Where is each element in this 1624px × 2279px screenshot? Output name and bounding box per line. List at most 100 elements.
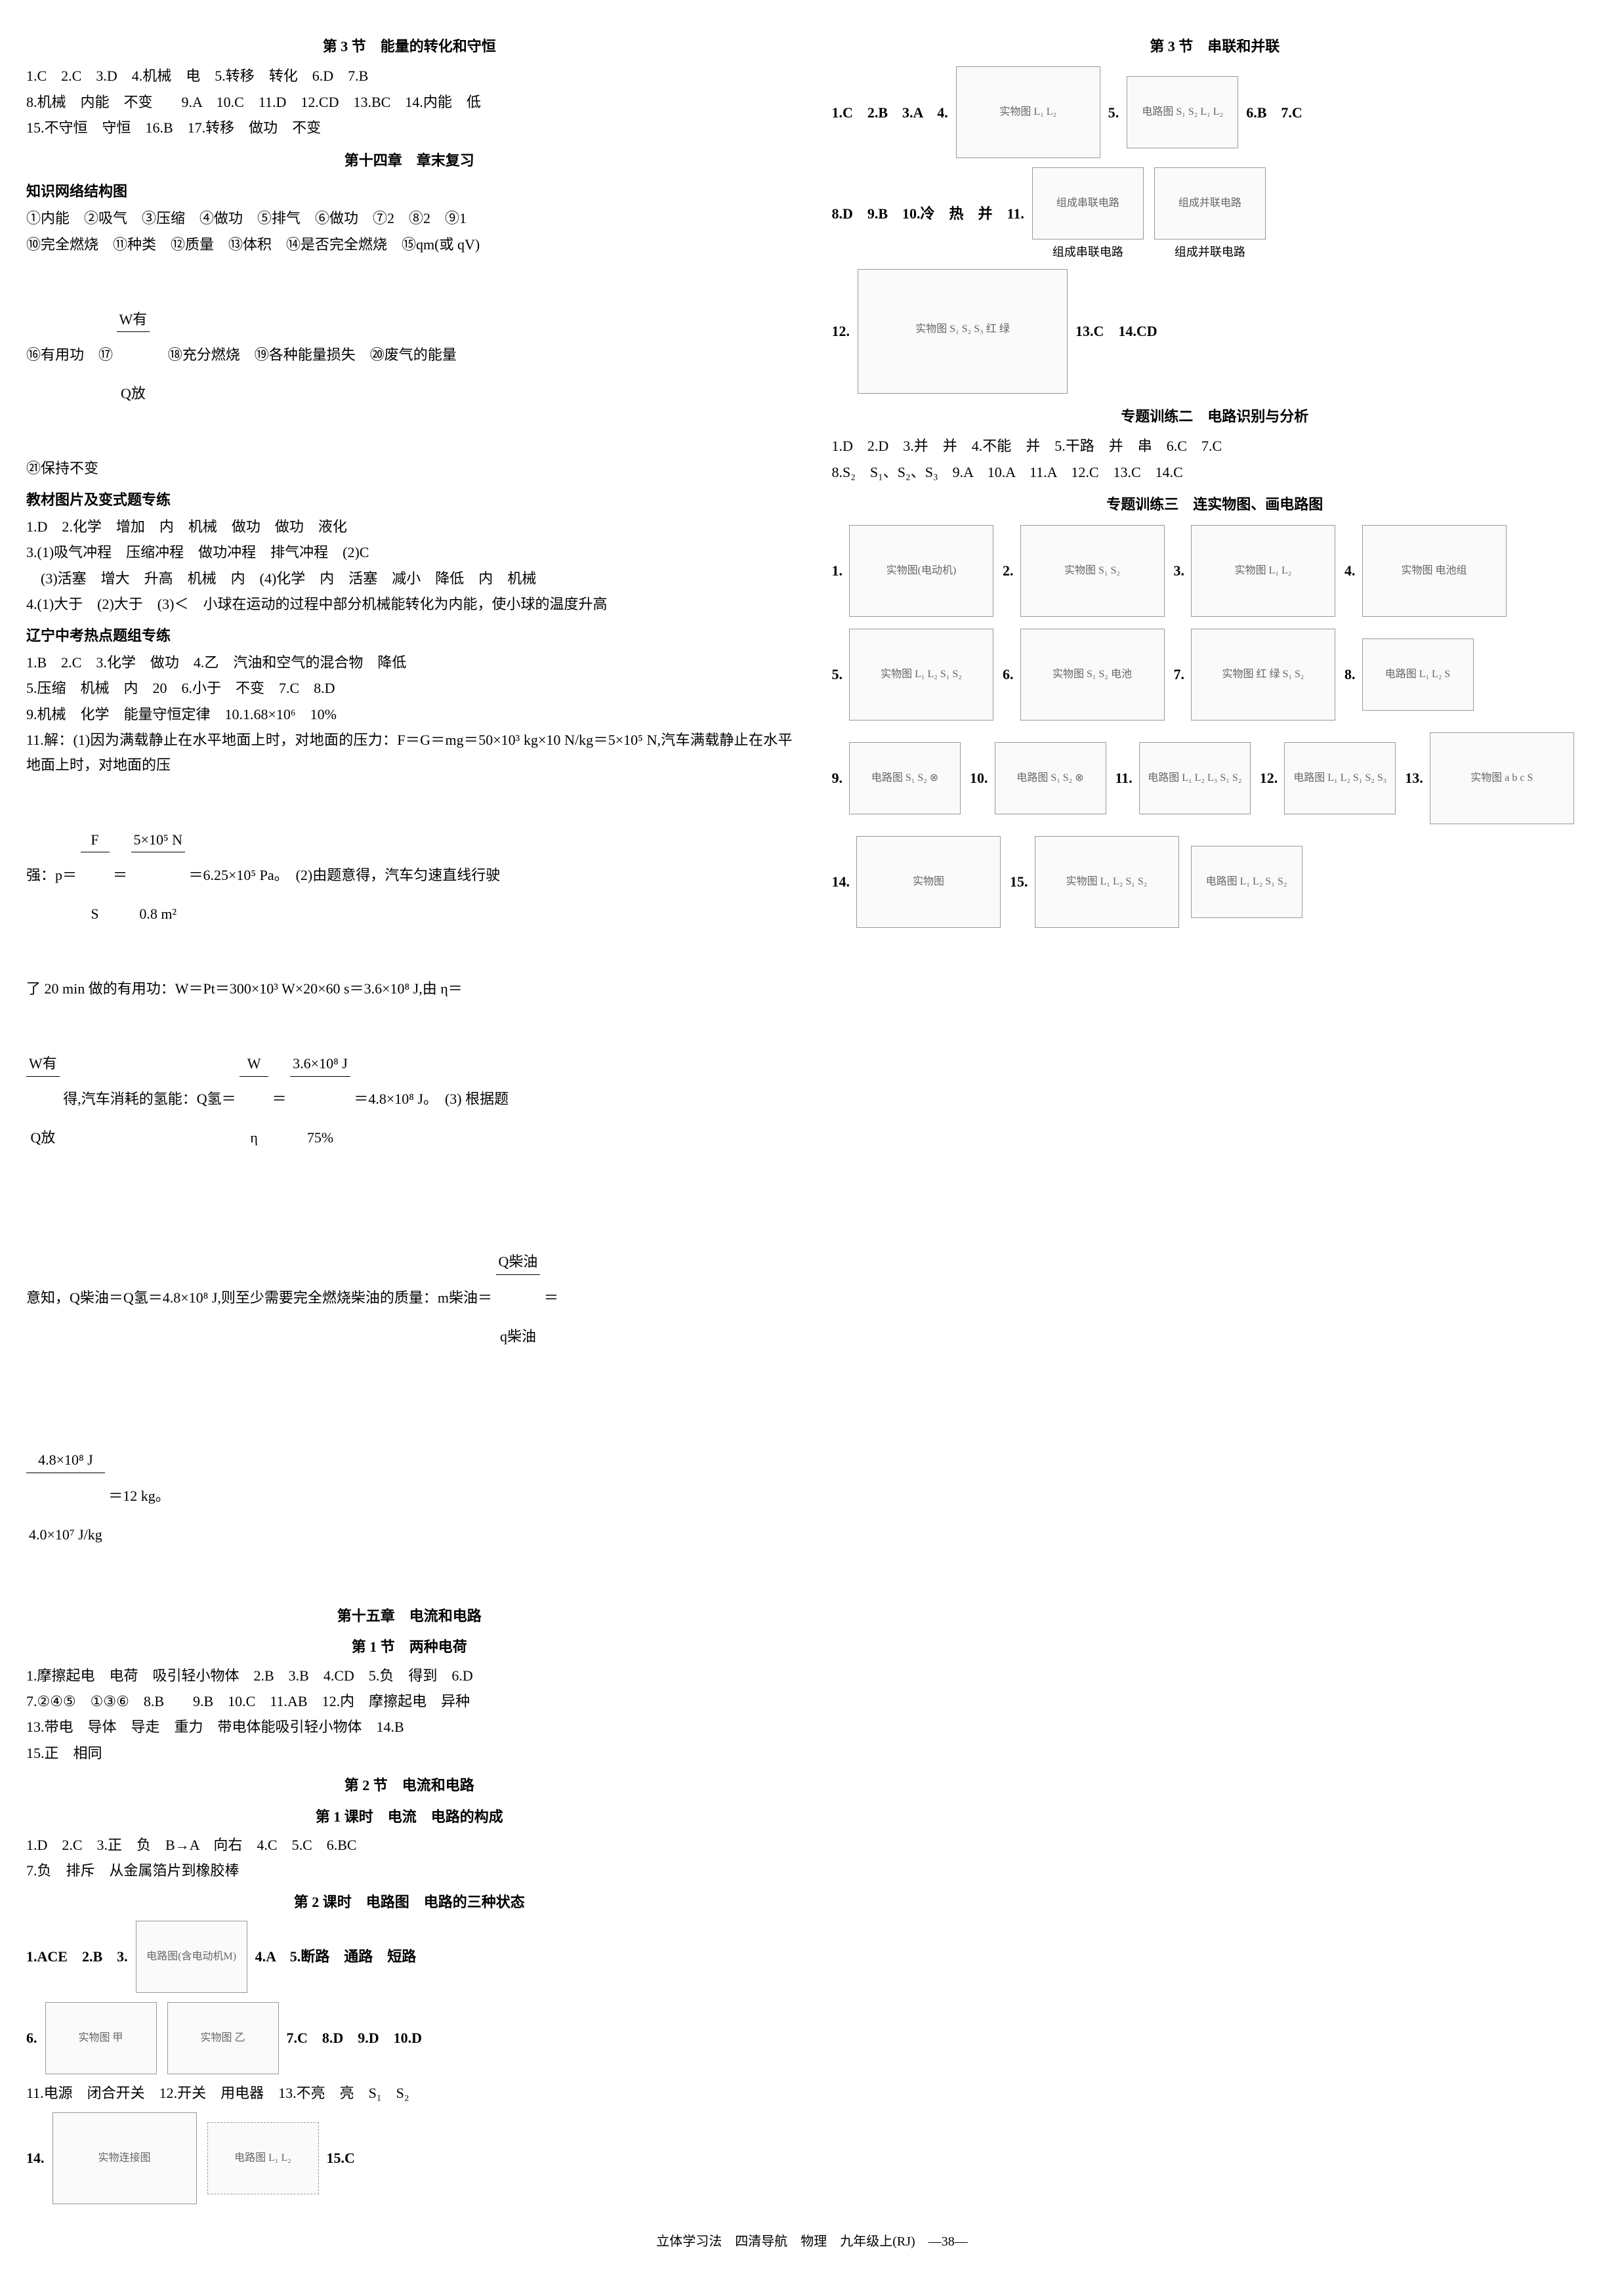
answer-line: 15.正 相同 (26, 1741, 793, 1765)
diagram-item: 3.实物图 L₁ L₂ (1174, 522, 1339, 619)
circuit-diagram-icon: 实物图 L₁ L₂ S₁ S₂ (1035, 836, 1179, 928)
answer-line: 1.C 2.C 3.D 4.机械 电 5.转移 转化 6.D 7.B (26, 64, 793, 88)
fraction: Q柴油 q柴油 (496, 1201, 541, 1398)
diagram-item: 4.实物图 电池组 (1344, 522, 1509, 619)
diagram-number: 6. (1003, 662, 1014, 686)
fraction-denominator: S (81, 902, 110, 926)
diagram-item: 10.电路图 S₁ S₂ ⊗ (970, 730, 1109, 827)
fraction-denominator: 0.8 m² (131, 902, 185, 926)
page-container: 第 3 节 能量的转化和守恒 1.C 2.C 3.D 4.机械 电 5.转移 转… (26, 26, 1598, 2211)
diagram-number: 2. (1003, 558, 1014, 583)
answer-line: 8.S₂ S₁、S₂、S₃ 9.A 10.A 11.A 12.C 13.C 14… (832, 460, 1598, 484)
answer-line: 5.压缩 机械 内 20 6.小于 不变 7.C 8.D (26, 676, 793, 700)
fraction-numerator: Q柴油 (496, 1249, 541, 1274)
fraction-numerator: 5×10⁵ N (131, 827, 185, 852)
answer-line: ⑯有用功 ⑰ W有 Q放 ⑱充分燃烧 ⑲各种能量损失 ⑳废气的能量 (26, 258, 793, 455)
answer-row-with-diagram: 6. 实物图 甲 实物图 乙 7.C 8.D 9.D 10.D (26, 1999, 793, 2077)
circuit-diagram-icon: 实物图 甲 (45, 2002, 157, 2074)
text-fragment: 意知，Q柴油＝Q氢＝4.8×10⁸ J,则至少需要完全燃烧柴油的质量：m柴油＝ (26, 1289, 492, 1306)
fraction-numerator: 3.6×10⁸ J (290, 1051, 350, 1076)
diagram-item: 5.实物图 L₁ L₂ S₁ S₂ (832, 626, 997, 723)
diagram-item: 9.电路图 S₁ S₂ ⊗ (832, 730, 964, 827)
section-title-ch14-review: 第十四章 章末复习 (26, 148, 793, 173)
circuit-diagram-icon: 实物图 L₁ L₂ (1191, 525, 1335, 617)
answer-line: 1.D 2.C 3.正 负 B→A 向右 4.C 5.C 6.BC (26, 1833, 793, 1857)
text-fragment: ＝6.25×10⁵ Pa。 (2)由题意得，汽车匀速直线行驶 (189, 867, 501, 883)
circuit-diagram-icon: 电路图 L₁ L₂ S₁ S₂ (1191, 846, 1302, 918)
diagram-item: 12.电路图 L₁ L₂ S₁ S₂ S₃ (1260, 730, 1399, 827)
circuit-diagram-icon: 实物图 S₁ S₂ S₃ 红 绿 (858, 269, 1068, 394)
answer-row-with-diagram: 8.D 9.B 10.冷 热 并 11. 组成串联电路 组成串联电路 组成并联电… (832, 165, 1598, 262)
subsection-title: 第 1 节 两种电荷 (26, 1635, 793, 1659)
answer-row-with-diagram: 1.C 2.B 3.A 4. 实物图 L₁ L₂ 5. 电路图 S₁ S₂ L₁… (832, 64, 1598, 161)
circuit-diagram-icon: 实物连接图 (52, 2112, 197, 2204)
answer-text: 5. (1108, 100, 1119, 125)
circuit-diagram-icon: 组成并联电路 (1154, 167, 1266, 240)
section-title-energy: 第 3 节 能量的转化和守恒 (26, 34, 793, 58)
answer-line: 13.带电 导体 导走 重力 带电体能吸引轻小物体 14.B (26, 1715, 793, 1739)
fraction-denominator: Q放 (26, 1125, 60, 1150)
circuit-diagram-icon: 实物图 (856, 836, 1001, 928)
fraction: 3.6×10⁸ J 75% (290, 1002, 350, 1199)
diagram-number: 14. (832, 869, 850, 894)
diagram-with-caption: 组成串联电路 组成串联电路 (1030, 165, 1146, 262)
answer-text: 4.A 5.断路 通路 短路 (255, 1944, 417, 1969)
fraction-numerator: W有 (26, 1051, 60, 1076)
fraction-denominator: 4.0×10⁷ J/kg (26, 1522, 105, 1547)
section-title-series-parallel: 第 3 节 串联和并联 (832, 34, 1598, 58)
diagram-item: 7.实物图 红 绿 S₁ S₂ (1174, 626, 1339, 723)
diagram-number: 3. (1174, 558, 1185, 583)
answer-line: 1.D 2.D 3.并 并 4.不能 并 5.干路 并 串 6.C 7.C (832, 434, 1598, 458)
diagram-number: 7. (1174, 662, 1185, 686)
answer-text: 13.C 14.CD (1075, 319, 1157, 343)
answer-line: 15.不守恒 守恒 16.B 17.转移 做功 不变 (26, 115, 793, 140)
circuit-diagram-icon: 实物图 电池组 (1362, 525, 1507, 617)
heading-liaoning-hot: 辽宁中考热点题组专练 (26, 623, 793, 648)
diagram-item: 11.电路图 L₁ L₂ L₃ S₁ S₂ (1115, 730, 1253, 827)
circuit-diagram-icon: 实物图 S₁ S₂ (1020, 525, 1165, 617)
answer-line: 1.D 2.化学 增加 内 机械 做功 做功 液化 (26, 514, 793, 539)
diagram-number: 13. (1405, 766, 1423, 790)
diagram-item: 15.实物图 L₁ L₂ S₁ S₂ (1010, 833, 1182, 930)
diagram-item: 14. 实物图 (832, 833, 1004, 930)
diagram-caption: 组成串联电路 (1030, 242, 1146, 262)
diagram-number: 5. (832, 662, 843, 686)
answer-line: ㉑保持不变 (26, 456, 793, 480)
answer-line: 11.电源 闭合开关 12.开关 用电器 13.不亮 亮 S₁ S₂ (26, 2081, 793, 2105)
answer-line: ①内能 ②吸气 ③压缩 ④做功 ⑤排气 ⑥做功 ⑦2 ⑧2 ⑨1 (26, 206, 793, 230)
answer-line: 4.8×10⁸ J 4.0×10⁷ J/kg ＝12 kg。 (26, 1399, 793, 1596)
fraction-numerator: F (81, 827, 110, 852)
fraction: W有 Q放 (117, 258, 150, 455)
diagram-item: 13.实物图 a b c S (1405, 730, 1577, 827)
answer-row-with-diagram: 1.ACE 2.B 3. 电路图(含电动机M) 4.A 5.断路 通路 短路 (26, 1918, 793, 1996)
fraction: W η (239, 1002, 268, 1199)
fraction-denominator: q柴油 (496, 1324, 541, 1349)
fraction-numerator: W (239, 1051, 268, 1076)
text-fragment: ⑱充分燃烧 ⑲各种能量损失 ⑳废气的能量 (154, 346, 457, 363)
left-column: 第 3 节 能量的转化和守恒 1.C 2.C 3.D 4.机械 电 5.转移 转… (26, 26, 793, 2211)
right-column: 第 3 节 串联和并联 1.C 2.B 3.A 4. 实物图 L₁ L₂ 5. … (832, 26, 1598, 2211)
text-fragment: ＝ (544, 1289, 558, 1306)
text-fragment: ＝ (113, 867, 127, 883)
answer-line: 1.B 2.C 3.化学 做功 4.乙 汽油和空气的混合物 降低 (26, 650, 793, 675)
answer-line: ⑩完全燃烧 ⑪种类 ⑫质量 ⑬体积 ⑭是否完全燃烧 ⑮qm(或 qV) (26, 232, 793, 257)
answer-row-with-diagram: 12. 实物图 S₁ S₂ S₃ 红 绿 13.C 14.CD (832, 266, 1598, 396)
heading-knowledge-network: 知识网络结构图 (26, 179, 793, 203)
fraction-denominator: Q放 (117, 381, 150, 406)
answer-line: 11.解：(1)因为满载静止在水平地面上时，对地面的压力：F＝G＝mg＝50×1… (26, 728, 793, 777)
answer-line: 7.负 排斥 从金属箔片到橡胶棒 (26, 1858, 793, 1883)
circuit-diagram-icon: 实物图 L₁ L₂ S₁ S₂ (849, 629, 993, 721)
circuit-diagram-icon: 电路图 S₁ S₂ L₁ L₂ (1127, 76, 1238, 148)
diagram-number: 12. (1260, 766, 1278, 790)
text-fragment: 得,汽车消耗的氢能：Q氢＝ (63, 1091, 236, 1108)
section-title-s2: 第 2 节 电流和电路 (26, 1773, 793, 1797)
section-title-topic3: 专题训练三 连实物图、画电路图 (832, 492, 1598, 516)
circuit-diagram-icon: 实物图 红 绿 S₁ S₂ (1191, 629, 1335, 721)
answer-line: 了 20 min 做的有用功：W＝Pt＝300×10³ W×20×60 s＝3.… (26, 976, 793, 1001)
answer-text: 1.ACE 2.B 3. (26, 1944, 128, 1969)
circuit-diagram-icon: 实物图(电动机) (849, 525, 993, 617)
heading-textbook-variants: 教材图片及变式题专练 (26, 488, 793, 512)
diagram-item: 6.实物图 S₁ S₂ 电池 (1003, 626, 1167, 723)
fraction-numerator: W有 (117, 307, 150, 332)
circuit-diagram-icon: 电路图 L₁ L₂ S (1362, 638, 1474, 711)
